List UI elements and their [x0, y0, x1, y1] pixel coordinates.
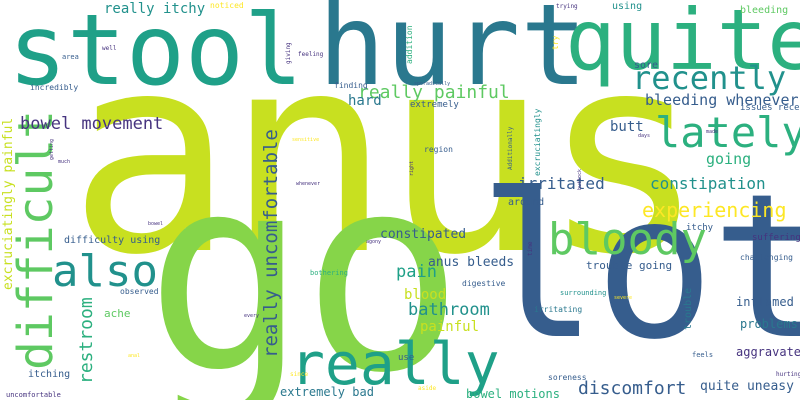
word-irritated: irritated — [518, 174, 605, 193]
word-surrounding: surrounding — [560, 289, 607, 297]
word-every: every — [244, 313, 260, 319]
word-lately: lately — [655, 108, 800, 157]
word-region: region — [424, 145, 453, 154]
word-buttock: buttock — [577, 168, 583, 190]
word-hard: hard — [348, 93, 382, 109]
word-severe: severe — [614, 295, 633, 301]
word-aggravated: aggravated — [736, 345, 800, 359]
word-excruciatingly-painful: excruciatingly painful — [1, 117, 16, 290]
word-recently: recently — [632, 59, 787, 97]
word-excruciatingly: excruciatingly — [533, 108, 542, 176]
word-bleeding-whenever: bleeding whenever — [645, 91, 799, 109]
word-addition: addition — [405, 25, 414, 64]
word-painful: painful — [420, 319, 480, 335]
word-whenever: whenever — [296, 181, 321, 187]
word-bathroom: bathroom — [408, 300, 490, 320]
word-anus: anus — [68, 0, 706, 315]
word-try: try — [551, 35, 560, 50]
word-stool: stool — [8, 0, 304, 108]
word-well: well — [102, 45, 117, 52]
word-constipation: constipation — [650, 174, 766, 193]
word-ache: ache — [104, 307, 131, 320]
word-using: using — [612, 1, 643, 12]
word-additionally: Additionally — [507, 126, 514, 170]
word-quite: quite — [565, 0, 800, 89]
word-bleeding: bleeding — [740, 5, 789, 16]
word-bothering: bothering — [310, 269, 348, 277]
word-quite-uneasy: quite uneasy — [700, 379, 794, 394]
word-issues-recently: issues recently — [740, 103, 800, 113]
word-days: days — [638, 133, 651, 139]
word-really-itchy: really itchy — [104, 1, 206, 17]
word-aside: aside — [418, 385, 437, 392]
word-pain: pain — [396, 262, 437, 282]
word-constipated: constipated — [380, 227, 467, 242]
word-anus-bleeds: anus bleeds — [428, 255, 515, 270]
word-giving: giving — [285, 42, 292, 64]
word-sporadically: sporadically — [414, 81, 451, 87]
word-hurting: hurting — [776, 371, 800, 378]
word-much: much — [58, 159, 71, 165]
word-really-painful: really painful — [358, 82, 510, 103]
word-butt: butt — [610, 119, 644, 135]
word-problems: problems — [740, 317, 798, 331]
word-getting: getting — [49, 138, 55, 160]
word-agony: agony — [366, 239, 382, 245]
word-anal: anal — [128, 353, 141, 359]
word-since: since — [290, 371, 309, 378]
word-difficulty-using: difficulty using — [64, 235, 161, 246]
word-around: around — [508, 197, 545, 208]
word-incredibly: incredibly — [30, 83, 79, 92]
word-suffering: suffering — [752, 233, 800, 243]
word-restroom: restroom — [76, 297, 97, 384]
word-uncomfortable: uncomfortable — [6, 391, 61, 399]
word-discomfort: discomfort — [578, 378, 687, 399]
word-sore: sore — [634, 60, 659, 71]
word-extremely-bad: extremely bad — [280, 385, 374, 399]
word-digestive: digestive — [462, 279, 506, 288]
word-observed: observed — [120, 287, 159, 296]
word-feeling: feeling — [298, 51, 324, 58]
word-finding: finding — [334, 81, 368, 90]
word-extremely: extremely — [410, 100, 459, 110]
word-challenging: challenging — [740, 253, 793, 262]
word-trouble: trouble — [683, 287, 694, 330]
word-really-uncomfortable: really uncomfortable — [260, 129, 282, 358]
word-trying: trying — [556, 3, 578, 10]
word-blood: blood — [404, 287, 447, 303]
word-itching: itching — [28, 369, 71, 380]
word-right: right — [409, 160, 415, 176]
word-bloody: bloody — [548, 214, 707, 265]
word-soreness: soreness — [548, 373, 587, 382]
word-bowel-movement: bowel movement — [20, 114, 164, 134]
word-made: made — [706, 129, 719, 135]
word-also: also — [52, 246, 158, 297]
word-going: going — [706, 150, 752, 168]
word-time: time — [527, 241, 534, 256]
word-go: go — [145, 117, 464, 400]
word-feels: feels — [692, 351, 714, 359]
word-irritating: irritating — [534, 305, 583, 314]
word-experiencing: experiencing — [642, 198, 787, 222]
word-sensitive: sensitive — [292, 137, 320, 143]
word-inflamed: inflamed — [736, 295, 794, 309]
word-use: use — [398, 353, 415, 363]
word-itchy: itchy — [686, 223, 714, 233]
word-bowel: bowel — [148, 221, 164, 227]
word-noticed: noticed — [210, 1, 244, 10]
word-trouble-going: trouble going — [586, 259, 673, 272]
word-really: really — [290, 330, 500, 398]
word-area: area — [62, 53, 79, 61]
word-bowel-motions: bowel motions — [466, 387, 560, 400]
word-hurt: hurt — [318, 0, 588, 111]
word-lot: lot — [478, 151, 800, 384]
